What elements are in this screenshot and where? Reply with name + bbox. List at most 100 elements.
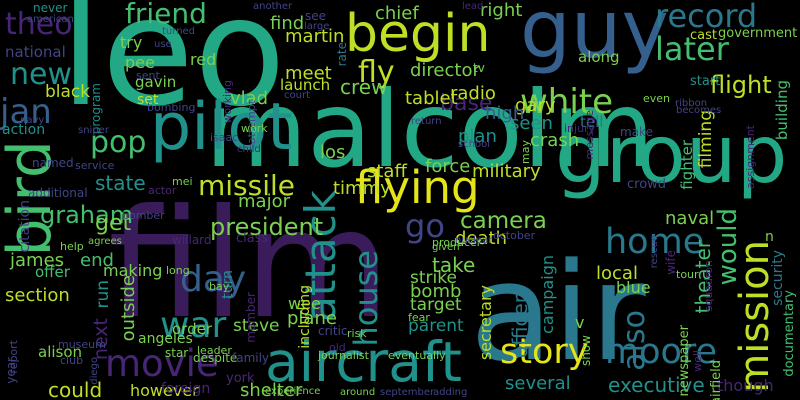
word-use: use — [154, 39, 172, 50]
word-foreign: foreign — [161, 381, 211, 397]
word-flight: flight — [710, 71, 772, 99]
word-pee: pee — [125, 53, 155, 72]
word-base: base — [440, 91, 493, 116]
word-risk: risk — [347, 327, 367, 340]
word-documentary: documentary — [782, 290, 797, 377]
word-club: club — [60, 354, 84, 367]
word-well: well — [691, 350, 704, 372]
word-radio: radio — [450, 83, 496, 104]
word-parent: parent — [408, 316, 464, 336]
word-tell: tell — [580, 113, 604, 131]
word-large: large — [304, 21, 330, 32]
word-mei: mei — [172, 175, 193, 188]
word-naval: naval — [665, 208, 715, 229]
word-martin: martin — [285, 26, 345, 47]
word-officer: officer — [508, 295, 532, 359]
word-experience: experience — [265, 386, 321, 397]
word-major: major — [238, 191, 290, 212]
word-record: record — [655, 0, 758, 35]
word-turned: turned — [162, 26, 196, 37]
word-crew: crew — [340, 75, 388, 99]
word-vlad: vlad — [230, 88, 269, 109]
word-section: section — [5, 285, 70, 306]
word-building: building — [773, 80, 791, 141]
word-director: director — [410, 60, 480, 81]
word-run: run — [93, 280, 113, 309]
word-show: show — [579, 335, 593, 367]
word-also: also — [617, 310, 652, 371]
word-journalist: journalist — [318, 349, 369, 362]
word-member: member — [244, 292, 258, 343]
word-york: york — [226, 371, 255, 386]
word-fear: fear — [408, 311, 430, 324]
word-american: american — [27, 14, 74, 25]
word-despite: despite — [193, 351, 238, 365]
word-may: may — [519, 140, 532, 164]
word-rescue: rescue — [649, 235, 660, 269]
word-home: home — [605, 222, 705, 262]
word-national: national — [5, 43, 66, 61]
word-los: los — [320, 142, 346, 163]
word-making: making — [103, 261, 163, 280]
word-tv: tv — [473, 61, 485, 75]
word-executive: executive — [608, 373, 705, 397]
word-bay: bay — [209, 280, 230, 293]
word-filming: filming — [696, 110, 716, 169]
word-guy: guy — [520, 0, 669, 76]
word-sniper: sniper — [78, 125, 109, 136]
word-squadron: squadron — [702, 260, 715, 312]
word-film: film — [108, 178, 391, 352]
word-service: service — [75, 159, 115, 172]
word-another: another — [253, 1, 293, 12]
word-missile: missile — [198, 169, 296, 202]
word-strike: strike — [410, 268, 457, 288]
word-start: start — [690, 74, 721, 89]
word-leo: leo — [60, 0, 286, 140]
word-fighter: fighter — [678, 140, 696, 190]
word-force: force — [425, 156, 471, 177]
word-october: october — [493, 229, 536, 242]
word-citation: citation — [17, 200, 33, 253]
word-state: state — [95, 171, 146, 195]
word-shelter: shelter — [240, 380, 303, 400]
word-crash: crash — [530, 130, 580, 151]
word-return: return — [411, 116, 442, 127]
word-court: court — [284, 90, 310, 101]
word-outside: outside — [118, 275, 139, 342]
word-end: end — [80, 250, 114, 271]
word-take: take — [432, 253, 476, 277]
word-assignment: assignment — [744, 125, 757, 189]
word-aircraft: aircraft — [265, 330, 462, 394]
word-around: around — [340, 387, 376, 398]
word-offer: offer — [35, 263, 70, 281]
word-sent: sent — [136, 69, 160, 82]
word-story: story — [500, 332, 589, 372]
word-camera: camera — [460, 208, 547, 234]
word-crowd: crowd — [627, 177, 667, 192]
word-white: white — [520, 82, 614, 122]
word-never: never — [33, 1, 68, 15]
word-ribbon: ribbon — [675, 98, 708, 109]
word-see: see — [305, 9, 327, 23]
word-steve: steve — [233, 316, 280, 336]
word-working: working — [221, 80, 234, 124]
word-graham: graham — [40, 201, 134, 229]
word-alison: alison — [38, 343, 83, 361]
word-leader: leader — [197, 344, 232, 357]
word-pilot: pilot — [150, 90, 293, 165]
word-named: named — [32, 156, 74, 170]
word-diego: diego — [89, 357, 100, 385]
word-black: black — [45, 82, 91, 102]
word-get: get — [95, 211, 132, 236]
word-nuclear: nuclear — [455, 235, 493, 246]
word-military: military — [472, 161, 541, 182]
word-chief: chief — [375, 3, 419, 24]
word-gary: gary — [515, 95, 556, 116]
word-isaac: isaac — [210, 131, 239, 144]
word-timmy: timmy — [333, 178, 391, 199]
word-moore: moore — [605, 332, 718, 372]
word-later: later — [655, 30, 729, 68]
word-secretary: secretary — [476, 285, 495, 361]
word-try: try — [120, 33, 143, 52]
